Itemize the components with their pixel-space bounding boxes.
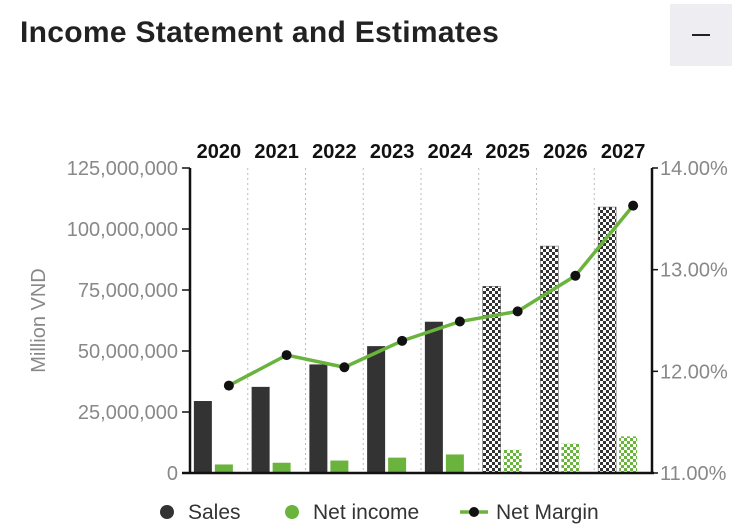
y-tick-label: 25,000,000	[78, 402, 178, 424]
y-tick-label: 50,000,000	[78, 341, 178, 363]
legend-sales-marker	[160, 505, 174, 519]
y2-tick-label: 11.00%	[660, 463, 727, 485]
sales-bar	[251, 386, 270, 473]
category-label: 2022	[312, 141, 357, 163]
legend-net-margin-marker	[469, 507, 479, 517]
legend-sales-label: Sales	[188, 501, 241, 524]
sales-bar	[309, 364, 328, 473]
category-label: 2027	[601, 141, 646, 163]
y2-tick-label: 13.00%	[660, 260, 728, 282]
legend-net-income-marker	[285, 505, 299, 519]
sales-bar	[424, 321, 443, 473]
net-margin-line	[228, 204, 635, 388]
legend-net-margin-label: Net Margin	[496, 501, 599, 524]
category-label: 2024	[428, 141, 473, 163]
widget-title: Income Statement and Estimates	[20, 16, 500, 49]
sales-bar	[540, 245, 559, 474]
category-label: 2023	[370, 141, 415, 163]
net-income-bar	[561, 443, 580, 473]
category-label: 2026	[543, 141, 588, 163]
net-income-bar	[619, 436, 638, 473]
net-income-bar	[330, 460, 349, 473]
net-margin-point	[628, 200, 639, 211]
net-income-bar	[388, 457, 407, 473]
y-tick-label: 125,000,000	[67, 158, 178, 180]
category-label: 2020	[197, 141, 242, 163]
net-margin-point	[512, 306, 523, 317]
net-income-bar	[214, 464, 233, 473]
y-tick-label: 75,000,000	[78, 280, 178, 302]
category-label: 2021	[254, 141, 299, 163]
category-label: 2025	[485, 141, 530, 163]
widget-header: Income Statement and Estimates	[0, 0, 745, 72]
y-tick-label: 0	[167, 463, 178, 485]
net-income-bar	[445, 454, 464, 473]
net-income-bar	[503, 449, 522, 473]
net-margin-point	[223, 380, 234, 391]
sales-bar	[367, 346, 386, 473]
net-margin-point	[570, 270, 581, 281]
net-margin-point	[454, 316, 465, 327]
collapse-button[interactable]	[670, 4, 732, 66]
net-income-bar	[272, 462, 291, 473]
legend-net-income-label: Net income	[313, 501, 419, 524]
net-margin-point	[339, 362, 350, 373]
y-tick-label: 100,000,000	[67, 219, 178, 241]
net-margin-point	[281, 350, 292, 361]
y2-tick-label: 14.00%	[660, 158, 728, 180]
y-axis-title: Million VND	[28, 268, 50, 372]
net-margin-point	[397, 335, 408, 346]
sales-bar	[193, 401, 212, 473]
y2-tick-label: 12.00%	[660, 361, 728, 383]
minus-icon	[692, 34, 710, 36]
